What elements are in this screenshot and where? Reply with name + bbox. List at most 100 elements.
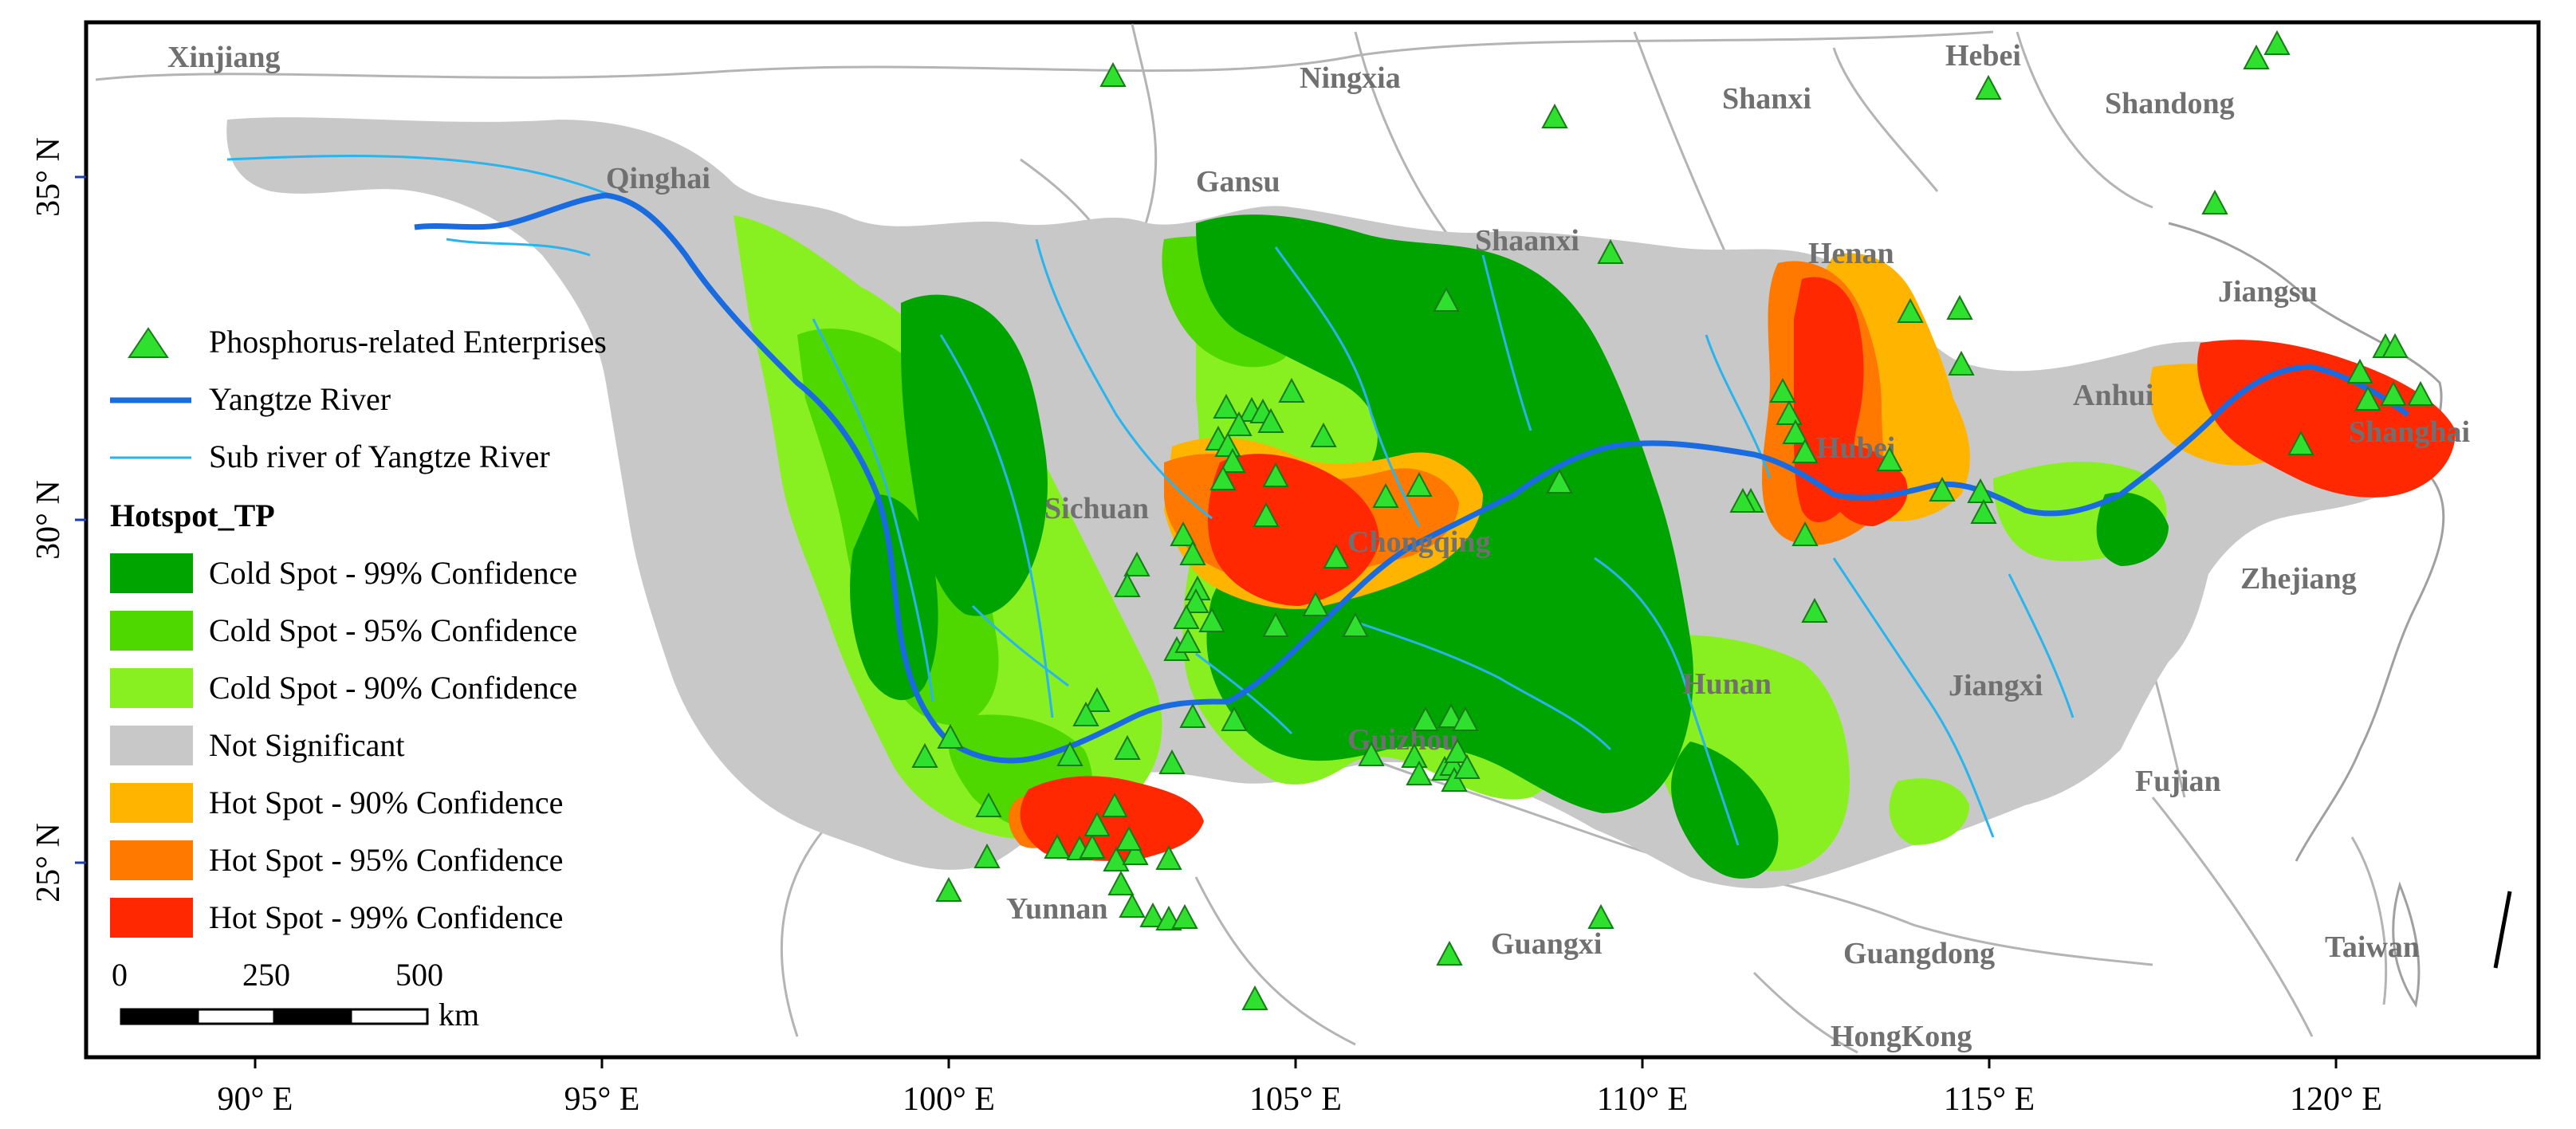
enterprise-marker [2407,380,2434,406]
enterprise-marker [1769,377,1796,403]
enterprise-marker [2380,380,2407,406]
scale-unit: km [439,997,479,1033]
enterprise-marker [1401,742,1428,768]
legend-enterprise-symbol [128,327,169,358]
label-guizhou: Guizhou [1347,723,1458,757]
enterprise-marker [1115,825,1142,851]
enterprise-marker [1241,985,1268,1010]
enterprise-marker [1257,407,1284,433]
x-tick-115: 115° E [1944,1081,2035,1118]
enterprise-marker [1219,447,1246,473]
enterprise-marker [1437,702,1465,728]
legend-label-hot95: Hot Spot - 95% Confidence [209,842,563,878]
label-chongqing: Chongqing [1347,525,1491,559]
enterprise-marker [1221,706,1248,731]
enterprise-marker [1302,591,1329,616]
x-tick-110: 110° E [1597,1081,1688,1118]
enterprise-marker [1970,498,1997,524]
label-fujian: Fujian [2135,765,2221,798]
enterprise-marker [1323,543,1350,568]
legend-swatch-hot90 [110,783,193,823]
enterprise-marker [1776,399,1803,425]
enterprise-marker [1967,478,1994,503]
label-gansu: Gansu [1196,165,1280,199]
enterprise-marker [1791,521,1819,546]
enterprise-marker [1198,607,1225,632]
legend-swatch-cold95 [110,611,193,651]
enterprise-marker [1897,297,1924,323]
enterprise-marker [1139,902,1166,927]
enterprise-marker [1122,840,1149,865]
enterprise-marker [1406,471,1433,497]
label-qinghai: Qinghai [606,162,710,195]
legend-label-hot90: Hot Spot - 90% Confidence [209,785,563,820]
legend-swatch-cold90 [110,668,193,708]
enterprise-marker [1182,588,1209,613]
enterprise-marker [1213,393,1240,419]
enterprise-marker [1876,446,1903,471]
enterprise-marker [1278,377,1305,403]
scale-label-250: 250 [242,957,290,993]
x-tick-105: 105° E [1249,1081,1342,1118]
enterprise-marker [1179,702,1206,728]
x-tick-90: 90° E [218,1081,293,1118]
enterprise-marker [1072,701,1099,726]
enterprise-marker [1406,760,1433,785]
label-yunnan: Yunnan [1006,892,1108,926]
hot99-yunnan [1020,776,1204,861]
legend-label-cold95: Cold Spot - 95% Confidence [209,612,577,648]
legend-swatch-hot95 [110,840,193,880]
label-taiwan: Taiwan [2325,930,2420,964]
legend-swatch-notsig [110,726,193,765]
legend-title: Hotspot_TP [110,498,275,533]
legend-label-notsig: Not Significant [209,727,405,763]
legend-yangtze-label: Yangtze River [209,381,391,417]
enterprise-marker [1171,903,1198,929]
legend-subriver-label: Sub river of Yangtze River [209,439,550,474]
cold90-jiangxi [1889,778,1969,845]
enterprise-marker [2287,430,2314,455]
label-sichuan: Sichuan [1044,492,1149,525]
enterprise-marker [1083,811,1111,836]
label-shanxi: Shanxi [1722,82,1811,116]
province-labels: Xinjiang Ningxia Hebei Shanxi Shandong Q… [167,39,2470,1053]
enterprise-marker [1101,792,1128,817]
label-guangdong: Guangdong [1843,937,1995,970]
label-jiangsu: Jiangsu [2218,275,2318,309]
label-shandong: Shandong [2105,87,2235,120]
enterprise-marker [1433,286,1460,312]
x-axis [254,1057,2338,1068]
cold99-sichuan-north [901,294,1048,616]
enterprise-marker [2263,30,2291,55]
enterprise-marker [1358,741,1385,766]
enterprise-marker [1262,612,1289,637]
cold99-anhui [2096,492,2169,566]
y-tick-30: 30° N [30,480,67,560]
legend-label-cold99: Cold Spot - 99% Confidence [209,555,577,591]
label-shanghai: Shanghai [2349,415,2470,449]
enterprise-marker [1158,749,1186,774]
scale-label-0: 0 [112,957,128,993]
legend: Phosphorus-related Enterprises Yangtze R… [110,324,607,938]
enterprise-marker [2381,332,2409,358]
enterprise-marker [1444,738,1471,763]
y-tick-labels: 35° N 30° N 25° N [30,137,67,903]
enterprise-marker [1801,597,1828,623]
enterprise-marker [2346,358,2373,384]
enterprise-marker [1044,833,1071,859]
label-hongkong: HongKong [1831,1020,1972,1053]
enterprise-marker [1225,411,1253,436]
enterprise-marker [1948,350,1975,376]
enterprise-marker [1107,870,1135,895]
enterprise-marker [1946,294,1973,320]
enterprise-marker [1253,502,1280,527]
enterprise-marker [911,742,938,768]
label-hubei: Hubei [1816,431,1895,465]
scale-bar: 0 250 500 km [112,957,479,1033]
enterprise-marker [1975,74,2002,100]
y-axis [75,175,86,864]
enterprise-markers [911,30,2434,1010]
x-tick-120: 120° E [2290,1081,2382,1118]
scale-label-500: 500 [395,957,443,993]
label-jiangxi: Jiangxi [1949,669,2043,702]
